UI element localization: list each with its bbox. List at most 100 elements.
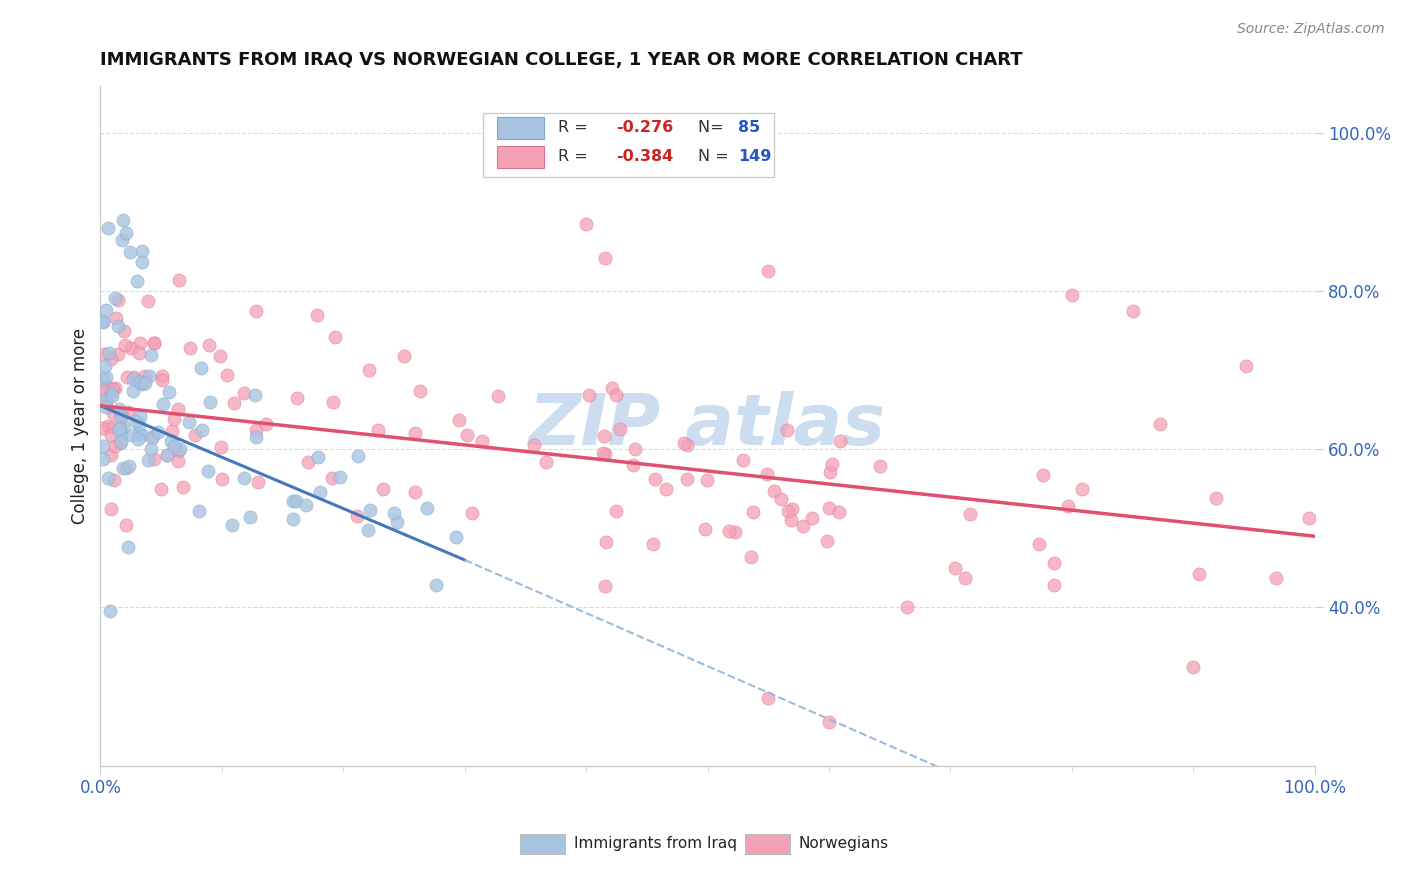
Point bbox=[800, 511, 823, 525]
Point bbox=[593, 251, 616, 265]
Text: ZIP atlas: ZIP atlas bbox=[529, 391, 886, 460]
Point bbox=[959, 507, 981, 521]
Point bbox=[776, 504, 799, 518]
Point bbox=[131, 244, 153, 259]
Point bbox=[91, 372, 114, 386]
Point bbox=[456, 428, 478, 442]
Text: N=: N= bbox=[697, 120, 728, 136]
Point bbox=[578, 388, 600, 402]
Point bbox=[120, 341, 142, 355]
Point bbox=[297, 455, 319, 469]
Point bbox=[96, 390, 118, 404]
Point bbox=[762, 484, 785, 499]
Point bbox=[142, 335, 165, 350]
Point bbox=[208, 349, 231, 363]
Point bbox=[211, 472, 233, 486]
Point bbox=[1032, 467, 1054, 482]
Point bbox=[756, 691, 779, 706]
Point bbox=[91, 451, 114, 466]
Point bbox=[281, 494, 304, 508]
Point bbox=[896, 599, 918, 614]
Point bbox=[188, 503, 211, 517]
Point bbox=[93, 393, 115, 408]
Text: IMMIGRANTS FROM IRAQ VS NORWEGIAN COLLEGE, 1 YEAR OR MORE CORRELATION CHART: IMMIGRANTS FROM IRAQ VS NORWEGIAN COLLEG… bbox=[100, 51, 1024, 69]
Point bbox=[191, 424, 214, 438]
Point bbox=[780, 513, 803, 527]
Point bbox=[139, 442, 162, 456]
Text: Norwegians: Norwegians bbox=[799, 837, 889, 851]
Point bbox=[179, 341, 201, 355]
Point bbox=[1149, 417, 1171, 431]
Point bbox=[1188, 566, 1211, 581]
Point bbox=[449, 413, 471, 427]
Point bbox=[156, 448, 179, 462]
Point bbox=[93, 439, 115, 453]
Point bbox=[134, 369, 156, 384]
Point bbox=[100, 501, 122, 516]
Point bbox=[654, 482, 676, 496]
Point bbox=[93, 346, 115, 360]
Point bbox=[281, 512, 304, 526]
Text: Source: ZipAtlas.com: Source: ZipAtlas.com bbox=[1237, 22, 1385, 37]
Point bbox=[121, 371, 143, 385]
Point bbox=[100, 386, 122, 401]
Point bbox=[600, 381, 623, 395]
Text: Immigrants from Iraq: Immigrants from Iraq bbox=[574, 837, 737, 851]
Point bbox=[121, 428, 143, 442]
Point bbox=[243, 387, 266, 401]
Point bbox=[121, 384, 143, 398]
Point bbox=[1182, 659, 1205, 673]
Point bbox=[134, 376, 156, 390]
Point bbox=[222, 396, 245, 410]
Point bbox=[409, 384, 432, 398]
Text: R =: R = bbox=[558, 120, 593, 136]
Bar bbox=[498, 117, 544, 138]
Point bbox=[169, 442, 191, 457]
Point bbox=[152, 373, 174, 387]
Point bbox=[118, 458, 141, 473]
Point bbox=[675, 438, 697, 452]
Point bbox=[167, 454, 190, 468]
Point bbox=[115, 517, 138, 532]
Point bbox=[740, 549, 762, 564]
Point bbox=[110, 427, 132, 442]
Point bbox=[221, 517, 243, 532]
Text: R =: R = bbox=[558, 149, 593, 164]
Point bbox=[98, 346, 121, 360]
Point bbox=[107, 293, 129, 307]
Point bbox=[136, 453, 159, 467]
Point bbox=[91, 314, 114, 328]
Point bbox=[100, 352, 122, 367]
Point bbox=[101, 389, 124, 403]
Point bbox=[756, 264, 779, 278]
Point bbox=[1043, 556, 1066, 570]
Point bbox=[254, 417, 277, 431]
Point bbox=[486, 389, 509, 403]
Point bbox=[818, 465, 841, 479]
Point bbox=[305, 308, 328, 322]
Point bbox=[756, 467, 779, 481]
Point bbox=[184, 427, 207, 442]
Point bbox=[166, 402, 188, 417]
Point bbox=[869, 459, 891, 474]
Point bbox=[104, 291, 127, 305]
Point bbox=[108, 401, 131, 416]
Point bbox=[815, 533, 838, 548]
Point bbox=[103, 473, 125, 487]
Point bbox=[245, 303, 267, 318]
Point bbox=[523, 437, 546, 451]
Point bbox=[828, 505, 851, 519]
Point bbox=[356, 524, 378, 538]
Point bbox=[821, 457, 844, 471]
Point bbox=[696, 473, 718, 487]
Point bbox=[471, 434, 494, 449]
Point bbox=[149, 482, 172, 496]
Point bbox=[644, 472, 666, 486]
Point bbox=[104, 439, 127, 453]
Point bbox=[169, 273, 191, 287]
Point bbox=[172, 480, 194, 494]
Point bbox=[1234, 359, 1257, 373]
Point bbox=[830, 434, 852, 449]
Point bbox=[163, 412, 186, 426]
Point bbox=[117, 404, 139, 418]
